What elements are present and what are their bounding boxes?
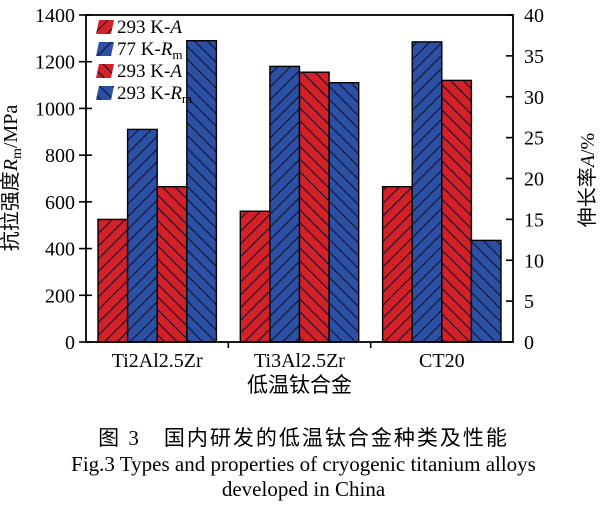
right-axis-tick-label: 40 (524, 5, 544, 27)
left-axis-tick-label: 800 (45, 145, 75, 167)
right-axis-tick-label: 30 (524, 87, 544, 109)
left-axis-tick-label: 400 (45, 239, 75, 261)
x-category-label: Ti2Al2.5Zr (112, 350, 203, 372)
right-axis-title-text: 伸长率A/% (576, 133, 599, 227)
left-axis-title-text: 抗拉强度Rm/MPa (0, 105, 25, 252)
bar-series4-cat3 (470, 239, 502, 343)
right-axis-title: 伸长率A/% (576, 133, 599, 227)
right-axis-tick-label: 25 (524, 128, 544, 150)
left-axis-tick-label: 600 (45, 192, 75, 214)
right-axis-tick-label: 0 (524, 332, 534, 354)
legend-swatch (96, 20, 114, 34)
left-axis-tick-label: 1200 (35, 52, 75, 74)
legend-label: 293 K-A (117, 17, 182, 38)
x-category-label: Ti3Al2.5Zr (254, 350, 345, 372)
bar-series3-cat2 (298, 71, 330, 343)
left-axis-title: 抗拉强度Rm/MPa (0, 105, 25, 252)
figure-caption-english-line2: developed in China (221, 477, 386, 501)
legend-label: 77 K-Rm (117, 39, 183, 62)
right-axis-tick-label: 20 (524, 169, 544, 191)
bar-series1-cat1 (97, 218, 129, 343)
left-axis-tick-label: 200 (45, 285, 75, 307)
legend-swatch (96, 42, 114, 56)
figure-caption-english-line1: Fig.3 Types and properties of cryogenic … (71, 452, 536, 476)
left-axis-tick-label: 1000 (35, 98, 75, 120)
bar-series3-cat1 (156, 185, 188, 343)
bar-chart: Ti2Al2.5Zr Ti3Al2.5Zr CT200200400600800100… (0, 5, 599, 397)
legend-label: 293 K-A (117, 61, 182, 82)
bar-series2-cat1 (126, 128, 158, 343)
x-axis-title: 低温钛合金 (247, 373, 352, 397)
bar-series4-cat1 (186, 40, 218, 343)
bar-series2-cat2 (269, 65, 301, 343)
bar-series2-cat3 (411, 41, 443, 343)
bar-series1-cat3 (381, 185, 413, 343)
bar-series1-cat2 (239, 210, 271, 343)
legend-label: 293 K-Rm (117, 83, 192, 106)
right-axis-tick-label: 5 (524, 291, 534, 313)
bar-series4-cat2 (328, 81, 360, 343)
right-axis-tick-label: 10 (524, 250, 544, 272)
bar-series3-cat3 (441, 79, 473, 343)
left-axis-tick-label: 0 (65, 332, 75, 354)
right-axis-tick-label: 35 (524, 46, 544, 68)
figure-caption-chinese: 图 3 国内研发的低温钛合金种类及性能 (98, 426, 509, 450)
legend-swatch (96, 86, 114, 100)
x-category-label: CT20 (419, 350, 465, 372)
left-axis-tick-label: 1400 (35, 5, 75, 27)
right-axis-tick-label: 15 (524, 209, 544, 231)
legend-swatch (96, 64, 114, 78)
